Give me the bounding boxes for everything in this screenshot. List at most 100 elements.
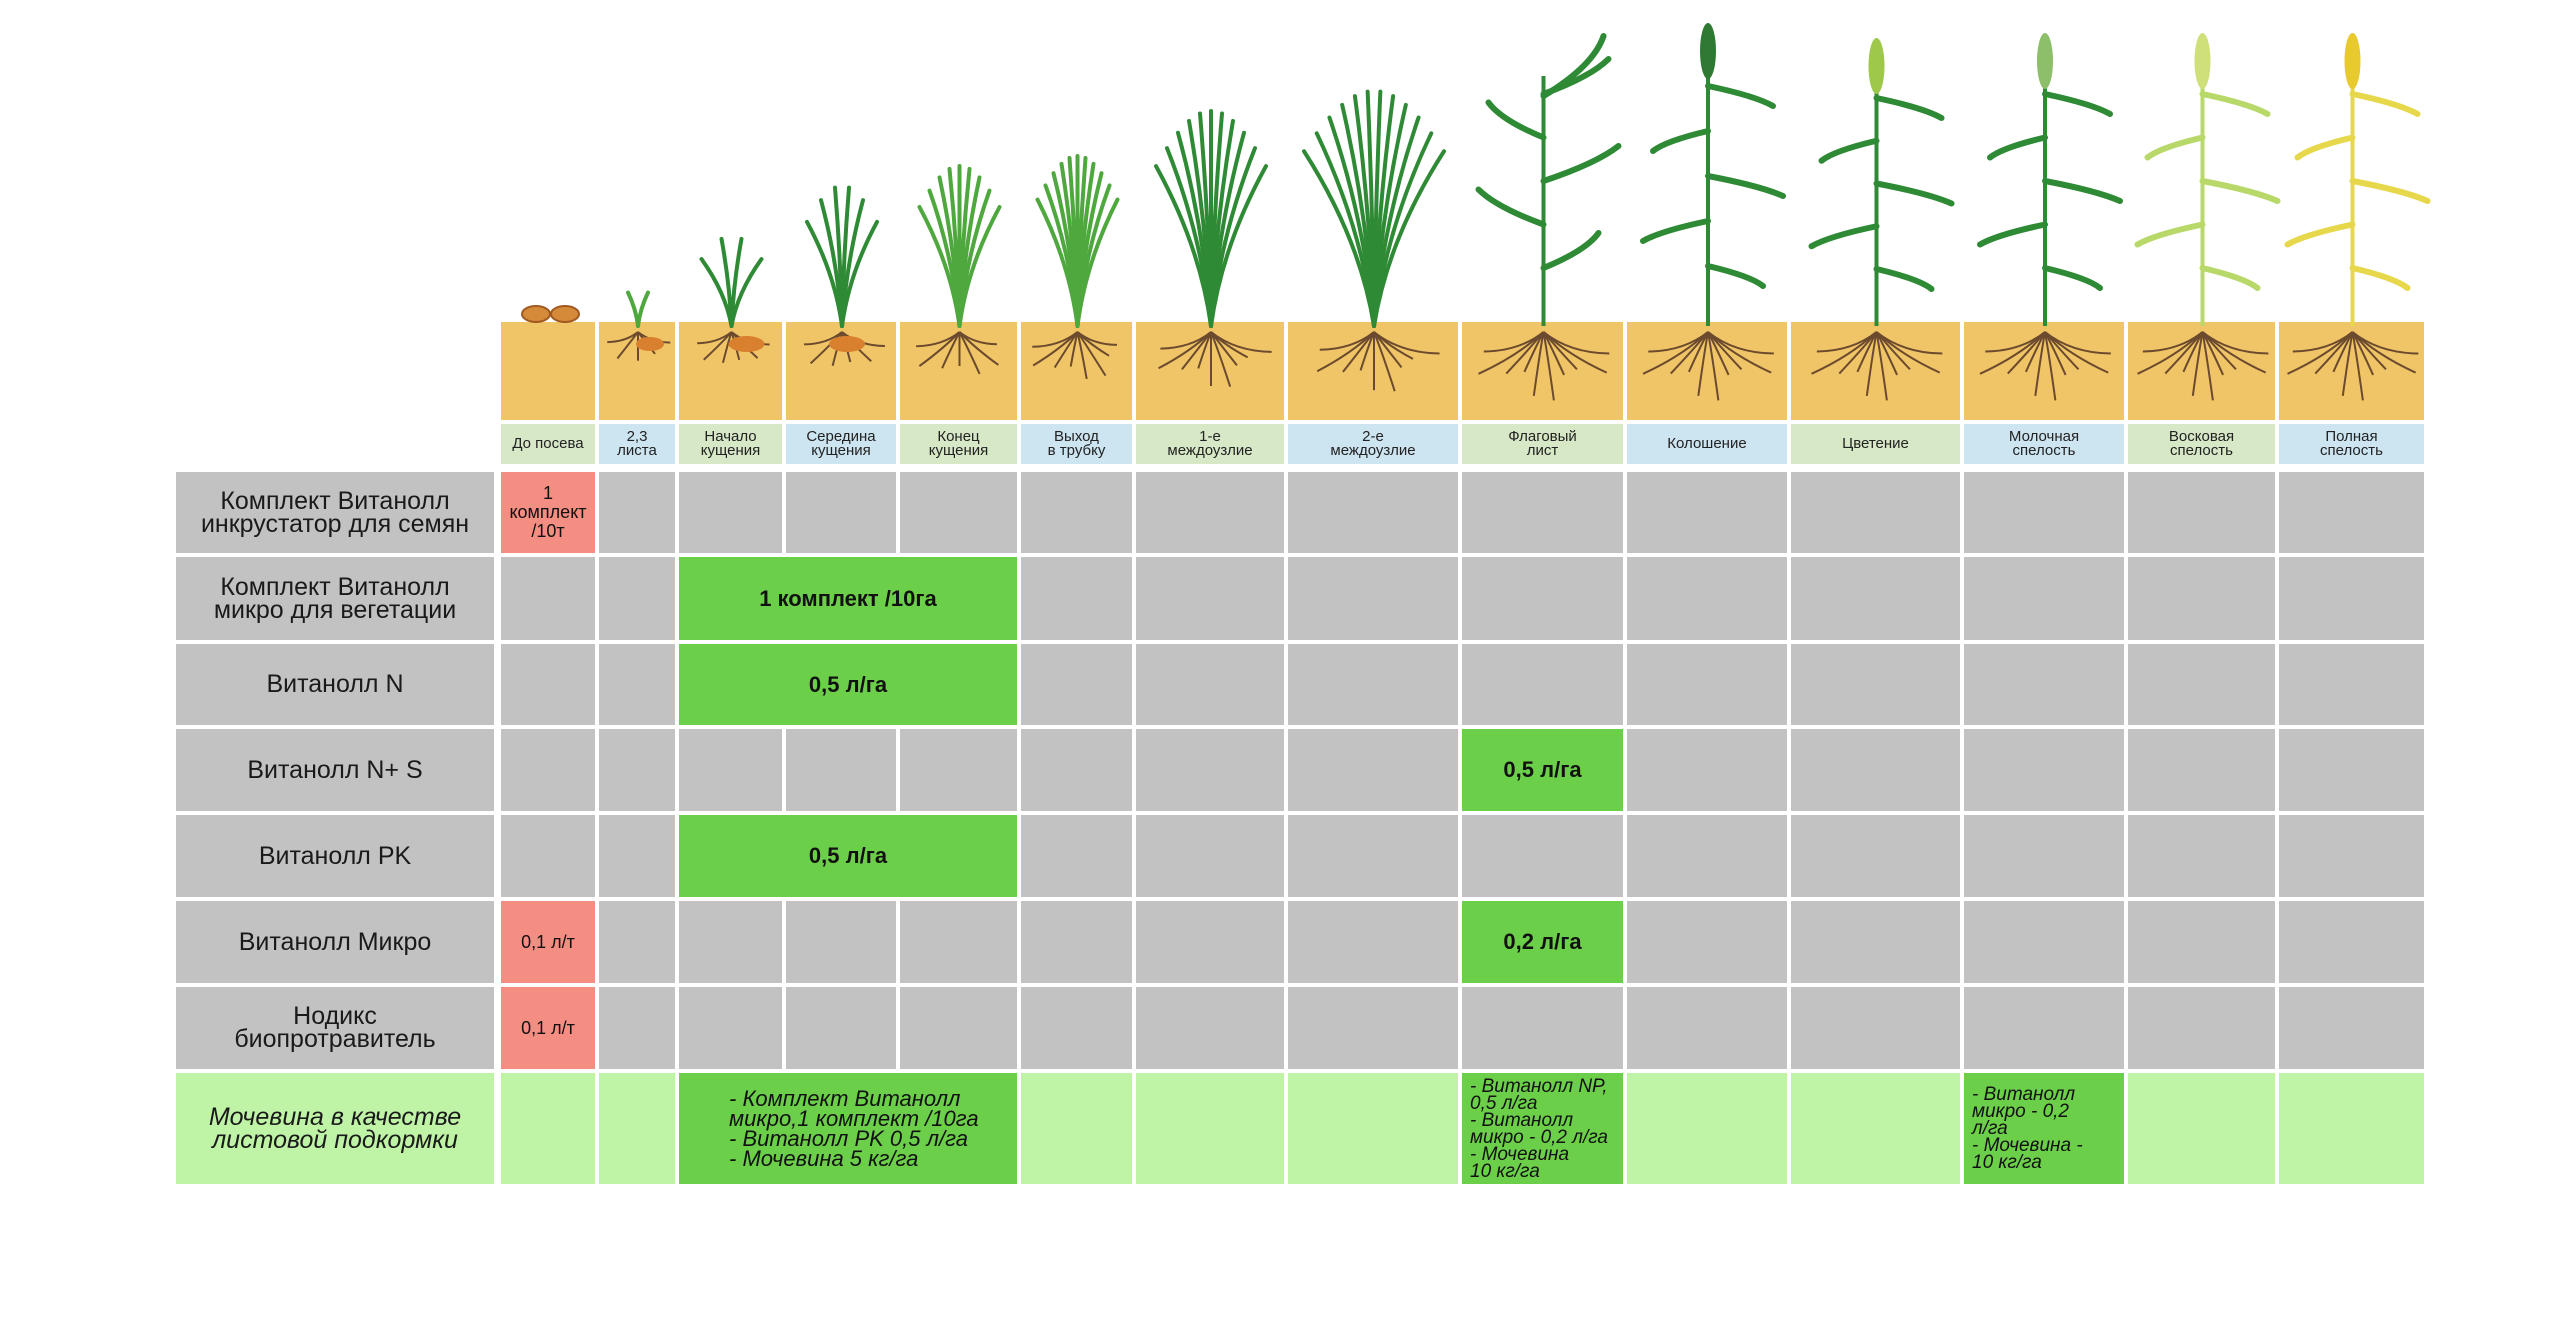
- leaf-icon: [729, 257, 764, 328]
- plant-icon: [1154, 109, 1272, 388]
- grid-cell: [1021, 987, 1132, 1069]
- root-icon: [809, 331, 843, 365]
- leaf-icon: [636, 290, 650, 328]
- stage-label: Середина кущения: [786, 424, 896, 464]
- row-label: Нодикс биопротравитель: [176, 987, 494, 1069]
- ear-icon: [2344, 33, 2361, 89]
- stage-label: Выход в трубку: [1021, 424, 1132, 464]
- grid-cell: [1021, 815, 1132, 897]
- leaf-icon: [2349, 178, 2431, 204]
- grid-cell: [2279, 901, 2424, 983]
- urea-mix-note-cell: - Витанолл NP, 0,5 л/га - Витанолл микро…: [1462, 1073, 1623, 1184]
- grid-cell: [1288, 1073, 1458, 1184]
- leaf-icon: [1075, 197, 1120, 328]
- root-icon: [1373, 331, 1440, 355]
- grid-cell: [1627, 987, 1787, 1069]
- growth-stage-illustration: [501, 23, 2431, 420]
- root-icon: [1865, 331, 1878, 397]
- leaf-icon: [1808, 223, 1880, 250]
- grid-cell: [1021, 472, 1132, 553]
- grid-cell: [900, 729, 1017, 811]
- leaf-icon: [957, 205, 1002, 328]
- urea-mix-note-cell: - Витанолл микро - 0,2 л/га - Мочевина -…: [1964, 1073, 2124, 1184]
- root-icon: [1542, 331, 1610, 355]
- leaf-icon: [2042, 265, 2103, 291]
- seed-icon: [728, 336, 765, 352]
- soil-segment: [501, 322, 595, 420]
- root-icon: [703, 331, 733, 361]
- leaf-icon: [1705, 83, 1776, 109]
- grid-cell: [599, 472, 675, 553]
- leaf-icon: [2199, 265, 2261, 291]
- root-icon: [1210, 331, 1232, 388]
- grid-cell: [786, 987, 896, 1069]
- leaf-icon: [1818, 137, 1880, 164]
- leaf-icon: [2144, 134, 2206, 161]
- plant-icon: [2284, 33, 2431, 401]
- grid-cell: [2128, 557, 2275, 640]
- leaf-icon: [1987, 134, 2048, 161]
- grid-cell: [1964, 901, 2124, 983]
- grid-cell: [1964, 815, 2124, 897]
- grid-cell: [2279, 729, 2424, 811]
- leaf-icon: [1540, 33, 1607, 99]
- grid-cell: [599, 1073, 675, 1184]
- root-icon: [1053, 331, 1079, 369]
- grid-cell: [679, 729, 782, 811]
- grid-cell: [599, 644, 675, 725]
- grid-cell: [1791, 987, 1960, 1069]
- grid-cell: [1627, 901, 1787, 983]
- root-icon: [2341, 331, 2354, 397]
- row-label: Витанолл N: [176, 644, 494, 725]
- grid-cell: [1136, 729, 1284, 811]
- grid-cell: [2128, 987, 2275, 1069]
- root-icon: [918, 331, 961, 367]
- leaf-icon: [2042, 178, 2123, 204]
- grid-cell: [2279, 472, 2424, 553]
- plant-icon: [2134, 33, 2281, 401]
- leaf-icon: [1873, 266, 1935, 292]
- grid-cell: [501, 815, 595, 897]
- grid-cell: [1288, 729, 1458, 811]
- grid-cell: [1791, 472, 1960, 553]
- root-icon: [2351, 331, 2364, 401]
- root-icon: [2191, 331, 2204, 397]
- root-icon: [1707, 331, 1720, 401]
- root-icon: [2201, 331, 2269, 355]
- root-icon: [1076, 331, 1088, 380]
- leaf-icon: [1873, 180, 1955, 207]
- stage-label: 2-е междоузлие: [1288, 424, 1458, 464]
- grid-cell: [1136, 901, 1284, 983]
- plant-icon: [697, 236, 770, 364]
- grid-cell: [2279, 1073, 2424, 1184]
- grid-cell: [1964, 644, 2124, 725]
- plant-icon: [1977, 33, 2123, 401]
- grid-cell: [501, 644, 595, 725]
- plant-icon: [607, 290, 671, 361]
- root-icon: [2034, 331, 2046, 397]
- leaf-icon: [2199, 91, 2271, 117]
- grid-cell: [1462, 644, 1623, 725]
- stage-label: Колошение: [1627, 424, 1787, 464]
- grid-cell: [1288, 901, 1458, 983]
- leaf-icon: [2284, 221, 2356, 248]
- seed-treatment-cell: 0,1 л/т: [501, 901, 595, 983]
- leaf-icon: [1485, 99, 1547, 141]
- leaf-icon: [1540, 230, 1602, 271]
- leaf-icon: [2349, 265, 2411, 291]
- grid-cell: [1021, 729, 1132, 811]
- grid-cell: [599, 815, 675, 897]
- grid-cell: [1021, 644, 1132, 725]
- row-label: Комплект Витанолл микро для вегетации: [176, 557, 494, 640]
- grid-cell: [1136, 472, 1284, 553]
- grid-cell: [1136, 557, 1284, 640]
- plant-icon: [1808, 38, 1955, 401]
- leaf-icon: [1977, 221, 2048, 248]
- grid-cell: [1136, 987, 1284, 1069]
- plant-icon: [1302, 89, 1446, 392]
- row-label: Витанолл Микро: [176, 901, 494, 983]
- grid-cell: [679, 901, 782, 983]
- leaf-icon: [2042, 91, 2113, 117]
- grid-cell: [501, 1073, 595, 1184]
- plant-icon: [1475, 33, 1622, 401]
